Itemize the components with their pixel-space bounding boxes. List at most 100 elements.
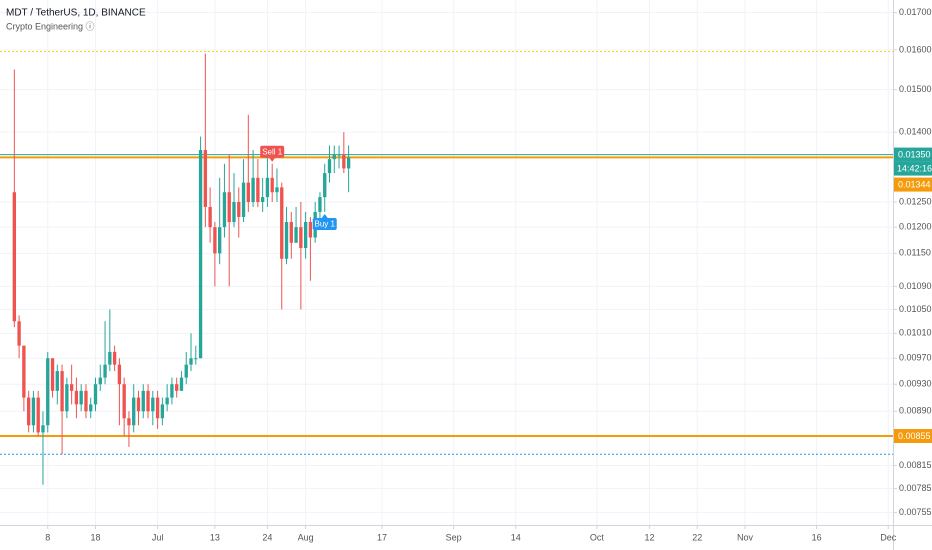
- countdown-box: [894, 161, 932, 176]
- y-tick-label: 0.00930: [899, 379, 932, 389]
- y-tick-label: 0.00785: [899, 483, 932, 493]
- price-label-box: [894, 147, 932, 162]
- candle-body: [69, 384, 74, 391]
- x-tick-label: 17: [377, 532, 387, 542]
- candle-body: [93, 384, 98, 405]
- x-tick-label: Jul: [152, 532, 164, 542]
- candle-body: [50, 358, 55, 391]
- y-tick-label: 0.01090: [899, 281, 932, 291]
- x-tick-label: 12: [644, 532, 654, 542]
- y-tick-label: 0.01600: [899, 44, 932, 54]
- chart-title: MDT / TetherUS, 1D, BINANCE: [6, 8, 146, 19]
- x-tick-label: 13: [210, 532, 220, 542]
- candle-body: [270, 177, 274, 193]
- candle-body: [112, 351, 117, 365]
- candle-body: [141, 390, 145, 412]
- candle-body: [256, 177, 260, 203]
- y-tick-label: 0.00970: [899, 353, 932, 363]
- axes: 0.01700 0.01600 0.01500 0.01400 0.01250 0.012…: [45, 7, 932, 542]
- candle-body: [79, 390, 83, 405]
- x-tick-label: 8: [45, 532, 50, 542]
- candle-body: [251, 177, 255, 203]
- candle-body: [41, 425, 45, 433]
- x-tick-label: 16: [812, 532, 822, 542]
- candle-body: [46, 358, 50, 426]
- candle-body: [17, 321, 21, 346]
- candle-body: [222, 192, 227, 228]
- y-tick-label: 0.00815: [899, 460, 932, 470]
- y-tick-label: 0.01010: [899, 328, 932, 338]
- candle-body: [60, 371, 64, 412]
- chart-subtitle: Crypto Engineering ⓘ: [6, 21, 95, 31]
- annotation-label: Sell 1: [262, 147, 283, 156]
- candle-body: [275, 187, 279, 193]
- candle-body: [84, 390, 88, 412]
- candle-body: [31, 397, 36, 426]
- x-tick-label: Nov: [737, 532, 754, 542]
- candle-body: [237, 202, 241, 217]
- annotation-pointer: [321, 213, 328, 218]
- candle-body: [184, 364, 188, 378]
- candle-body: [127, 418, 131, 426]
- y-tick-label: 0.01050: [899, 304, 932, 314]
- price-label: 0.01344: [898, 179, 931, 189]
- candle-body: [108, 351, 112, 365]
- candle-body: [318, 197, 322, 212]
- x-tick-label: Sep: [446, 532, 462, 542]
- x-tick-label: 24: [262, 532, 272, 542]
- y-tick-label: 0.01700: [899, 7, 932, 17]
- x-tick-label: Oct: [590, 532, 605, 542]
- y-tick-label: 0.00755: [899, 507, 932, 517]
- x-tick-label: Aug: [298, 532, 314, 542]
- annotation-box: [260, 145, 285, 158]
- x-tick-label: 14: [511, 532, 521, 542]
- candle-body: [165, 397, 169, 405]
- candle-body: [89, 404, 93, 412]
- candle-body: [227, 192, 231, 223]
- candle-body: [332, 154, 336, 160]
- grid: [0, 0, 893, 525]
- candle-body: [308, 222, 313, 238]
- candle-body: [213, 227, 217, 254]
- candle-body: [179, 377, 184, 391]
- candle-body: [303, 222, 308, 249]
- candle-body: [74, 390, 79, 405]
- candle-body: [294, 227, 298, 243]
- y-tick-label: 0.01200: [899, 222, 932, 232]
- annotation-pointer: [269, 157, 276, 162]
- price-label-box: [894, 429, 932, 444]
- annotation-label: Buy 1: [314, 220, 335, 229]
- candle-body: [246, 182, 250, 203]
- x-tick-label: 22: [692, 532, 702, 542]
- candle-body: [65, 384, 69, 412]
- candle-body: [160, 404, 165, 419]
- candle-body: [151, 397, 155, 412]
- candle-body: [132, 397, 136, 426]
- candles: [12, 53, 351, 485]
- y-tick-label: 0.01500: [899, 84, 932, 94]
- candle-body: [265, 177, 270, 198]
- candle-body: [208, 206, 212, 228]
- candle-body: [194, 358, 198, 360]
- candle-body: [155, 397, 160, 419]
- candle-body: [284, 222, 289, 259]
- candle-body: [327, 159, 332, 174]
- countdown: 14:42:16: [897, 163, 932, 173]
- candle-body: [189, 358, 193, 365]
- candle-body: [36, 397, 40, 433]
- candle-body: [337, 154, 341, 156]
- candle-body: [232, 202, 236, 223]
- candle-body: [98, 377, 102, 385]
- candle-body: [12, 192, 16, 322]
- y-tick-label: 0.01150: [899, 248, 931, 258]
- candle-body: [122, 384, 126, 419]
- candle-body: [342, 154, 346, 169]
- candle-body: [241, 182, 246, 217]
- candle-body: [203, 150, 208, 207]
- x-tick-label: Dec: [880, 532, 897, 542]
- candle-body: [260, 197, 265, 203]
- candle-body: [26, 397, 31, 426]
- price-label: 0.01350: [898, 149, 931, 159]
- candle-body: [289, 222, 293, 243]
